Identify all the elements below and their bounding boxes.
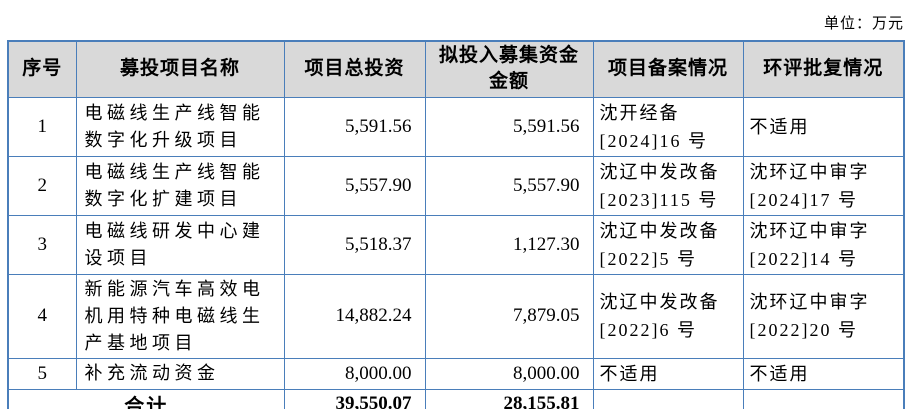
cell-env-approval: 沈环辽中审字 [2022]14 号 [742,214,905,275]
header-seq: 序号 [7,40,77,98]
cell-raised-amount: 1,127.30 [424,214,594,275]
cell-project-name: 新能源汽车高效电 机用特种电磁线生 产基地项目 [75,273,285,359]
cell-env-approval: 沈环辽中审字 [2022]20 号 [742,273,905,359]
cell-seq: 3 [7,214,77,275]
cell-raised-amount-sum: 28,155.81 [424,388,594,409]
cell-seq: 5 [7,357,77,390]
header-project-name: 募投项目名称 [75,40,285,98]
total-row: 合计 39,550.07 28,155.81 [7,388,905,409]
table-row-3: 3 电磁线研发中心建 设项目 5,518.37 1,127.30 沈辽中发改备 … [7,214,905,275]
table-row-5: 5 补充流动资金 8,000.00 8,000.00 不适用 不适用 [7,357,905,390]
unit-label: 单位：万元 [823,16,904,32]
header-env-approval: 环评批复情况 [742,40,905,98]
fundraising-projects-table: 序号 募投项目名称 项目总投资 拟投入募集资金 金额 项目备案情况 环评批复情况… [7,40,905,409]
cell-total-investment: 8,000.00 [283,357,426,390]
cell-filing-empty [592,388,744,409]
cell-env-empty [742,388,905,409]
cell-filing-status: 不适用 [592,357,744,390]
cell-filing-status: 沈辽中发改备 [2022]6 号 [592,273,744,359]
header-row: 序号 募投项目名称 项目总投资 拟投入募集资金 金额 项目备案情况 环评批复情况 [7,40,905,98]
cell-project-name: 电磁线研发中心建 设项目 [75,214,285,275]
cell-filing-status: 沈辽中发改备 [2023]115 号 [592,155,744,216]
cell-raised-amount: 8,000.00 [424,357,594,390]
cell-total-investment: 5,518.37 [283,214,426,275]
cell-raised-amount: 5,591.56 [424,96,594,157]
cell-raised-amount: 7,879.05 [424,273,594,359]
cell-total-investment: 14,882.24 [283,273,426,359]
header-filing-status: 项目备案情况 [592,40,744,98]
table-row-4: 4 新能源汽车高效电 机用特种电磁线生 产基地项目 14,882.24 7,87… [7,273,905,359]
cell-env-approval: 沈环辽中审字 [2024]17 号 [742,155,905,216]
header-raised-amount: 拟投入募集资金 金额 [424,40,594,98]
cell-project-name: 电磁线生产线智能 数字化扩建项目 [75,155,285,216]
table-row-1: 1 电磁线生产线智能 数字化升级项目 5,591.56 5,591.56 沈开经… [7,96,905,157]
cell-filing-status: 沈辽中发改备 [2022]5 号 [592,214,744,275]
cell-total-investment: 5,557.90 [283,155,426,216]
cell-total-label: 合计 [7,388,285,409]
cell-raised-amount: 5,557.90 [424,155,594,216]
cell-project-name: 补充流动资金 [75,357,285,390]
cell-project-name: 电磁线生产线智能 数字化升级项目 [75,96,285,157]
cell-total-investment: 5,591.56 [283,96,426,157]
cell-seq: 1 [7,96,77,157]
header-total-investment: 项目总投资 [283,40,426,98]
cell-filing-status: 沈开经备 [2024]16 号 [592,96,744,157]
cell-total-investment-sum: 39,550.07 [283,388,426,409]
table-row-2: 2 电磁线生产线智能 数字化扩建项目 5,557.90 5,557.90 沈辽中… [7,155,905,216]
cell-seq: 4 [7,273,77,359]
cell-env-approval: 不适用 [742,96,905,157]
cell-seq: 2 [7,155,77,216]
cell-env-approval: 不适用 [742,357,905,390]
